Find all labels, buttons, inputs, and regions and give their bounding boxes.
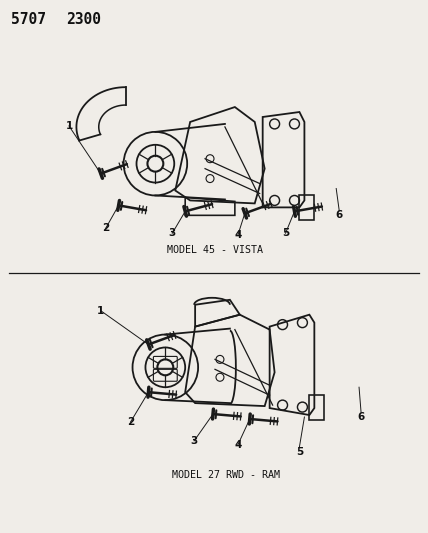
Text: 3: 3 xyxy=(190,436,198,446)
Text: 2: 2 xyxy=(102,223,109,233)
Text: MODEL 45 - VISTA: MODEL 45 - VISTA xyxy=(167,245,263,255)
Text: 1: 1 xyxy=(65,121,73,131)
Text: 6: 6 xyxy=(336,211,343,220)
Text: 5: 5 xyxy=(296,447,303,457)
Text: 4: 4 xyxy=(234,230,241,240)
Text: 2300: 2300 xyxy=(66,12,101,27)
Text: 3: 3 xyxy=(169,228,176,238)
Text: MODEL 27 RWD - RAM: MODEL 27 RWD - RAM xyxy=(172,470,280,480)
Text: 2: 2 xyxy=(127,417,134,427)
Text: 5: 5 xyxy=(282,228,289,238)
Text: 5707: 5707 xyxy=(11,12,46,27)
Text: 4: 4 xyxy=(234,440,241,450)
Text: 6: 6 xyxy=(357,412,365,422)
Text: 1: 1 xyxy=(97,306,104,316)
